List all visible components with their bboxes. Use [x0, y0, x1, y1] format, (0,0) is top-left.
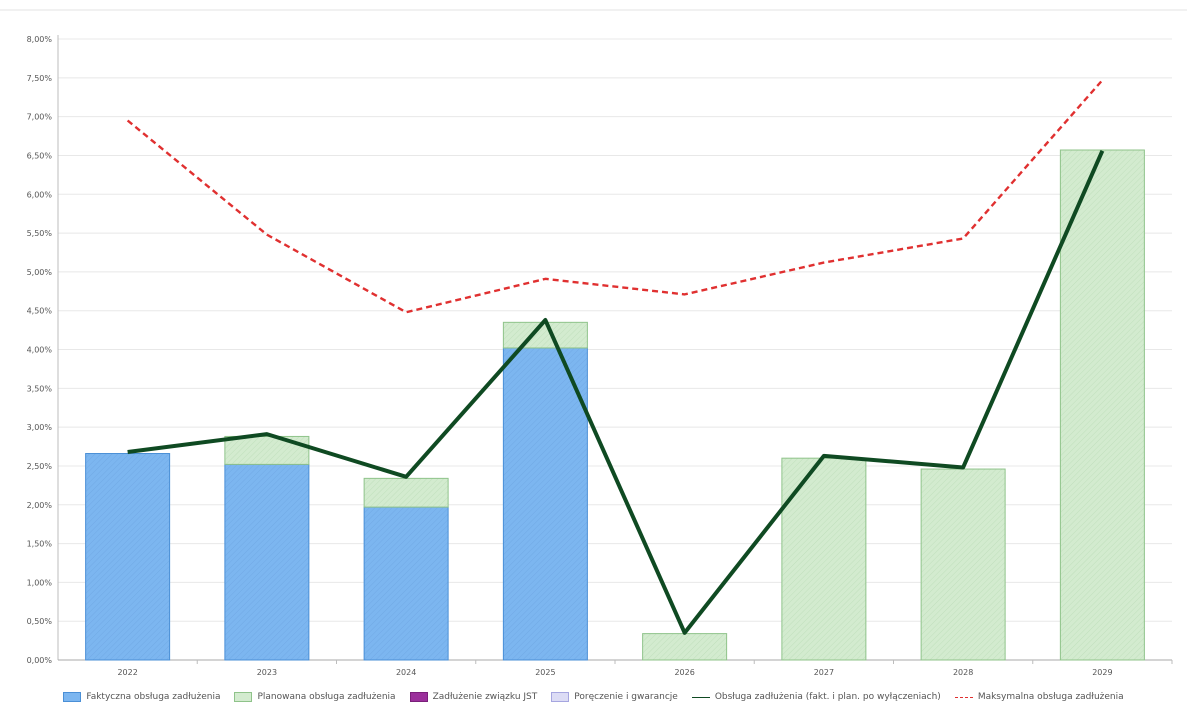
- y-tick-label: 3,50%: [27, 384, 53, 393]
- legend-item: Faktyczna obsługa zadłużenia: [63, 692, 220, 702]
- x-tick-label: 2028: [953, 668, 973, 677]
- bar-actual-2022: [85, 453, 171, 661]
- bar-actual-2025: [502, 347, 588, 661]
- legend-item: Poręczenie i gwarancje: [551, 692, 678, 702]
- bar-planned-2023: [224, 435, 310, 465]
- legend-swatch: [63, 692, 82, 702]
- y-tick-label: 8,00%: [27, 35, 53, 44]
- x-tick-label: 2027: [814, 668, 834, 677]
- legend-swatch: [954, 696, 973, 698]
- y-tick-label: 7,50%: [27, 74, 53, 83]
- legend-label: Zadłużenie związku JST: [432, 692, 538, 702]
- y-tick-label: 5,50%: [27, 229, 53, 238]
- legend-item: Planowana obsługa zadłużenia: [234, 692, 396, 702]
- bar-planned-2028: [920, 468, 1006, 661]
- chart-legend: Faktyczna obsługa zadłużenia Planowana ob…: [0, 686, 1187, 708]
- bar-actual-2024: [363, 506, 449, 661]
- legend-swatch: [409, 692, 428, 702]
- x-tick-label: 2024: [396, 668, 416, 677]
- legend-label: Maksymalna obsługa zadłużenia: [977, 692, 1124, 702]
- legend-item: Maksymalna obsługa zadłużenia: [954, 692, 1124, 702]
- y-tick-label: 6,50%: [27, 151, 53, 160]
- bar-planned-2029: [1059, 149, 1145, 661]
- y-tick-label: 1,50%: [27, 540, 53, 549]
- legend-swatch: [691, 696, 710, 698]
- y-tick-label: 5,00%: [27, 268, 53, 277]
- y-tick-label: 0,50%: [27, 617, 53, 626]
- x-tick-label: 2029: [1092, 668, 1112, 677]
- y-tick-label: 7,00%: [27, 113, 53, 122]
- legend-item: Zadłużenie związku JST: [409, 692, 538, 702]
- x-tick-label: 2025: [535, 668, 555, 677]
- x-tick-label: 2023: [257, 668, 277, 677]
- y-tick-label: 3,00%: [27, 423, 53, 432]
- legend-swatch: [234, 692, 253, 702]
- legend-item: Obsługa zadłużenia (fakt. i plan. po wył…: [691, 692, 941, 702]
- y-tick-label: 4,00%: [27, 346, 53, 355]
- debt-service-line: [127, 149, 1105, 635]
- y-tick-label: 6,00%: [27, 190, 53, 199]
- y-tick-label: 2,00%: [27, 501, 53, 510]
- legend-label: Obsługa zadłużenia (fakt. i plan. po wył…: [714, 692, 941, 702]
- legend-swatch: [551, 692, 570, 702]
- x-tick-label: 2026: [674, 668, 694, 677]
- x-tick-label: 2022: [117, 668, 137, 677]
- bar-planned-2025: [502, 321, 588, 349]
- y-tick-label: 2,50%: [27, 462, 53, 471]
- legend-label: Faktyczna obsługa zadłużenia: [86, 692, 221, 702]
- bar-planned-2027: [781, 457, 867, 661]
- bar-actual-2023: [224, 463, 310, 661]
- y-tick-label: 4,50%: [27, 307, 53, 316]
- bar-planned-2026: [642, 633, 728, 661]
- bar-planned-2024: [363, 477, 449, 508]
- legend-label: Poręczenie i gwarancje: [574, 692, 678, 702]
- y-tick-label: 0,00%: [27, 656, 53, 665]
- y-tick-label: 1,00%: [27, 578, 53, 587]
- max-debt-service-line: [126, 79, 1104, 314]
- legend-label: Planowana obsługa zadłużenia: [257, 692, 396, 702]
